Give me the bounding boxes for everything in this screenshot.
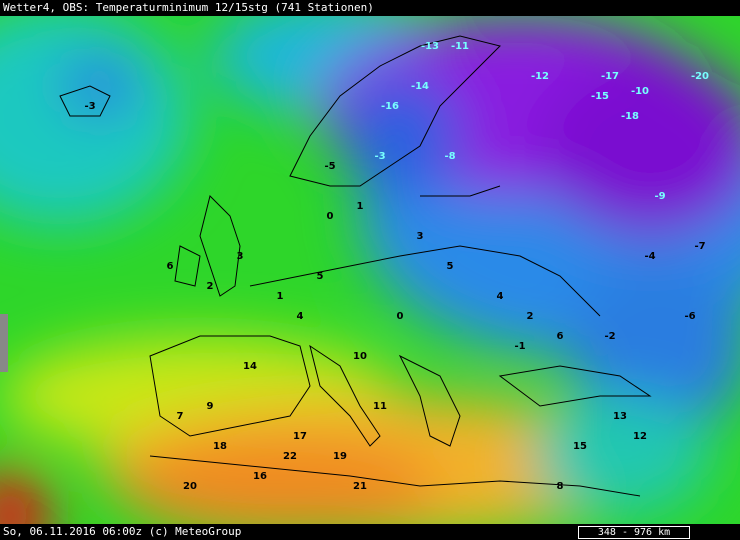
station-value: 18 <box>213 441 227 452</box>
station-value: -20 <box>691 71 709 82</box>
station-value: 0 <box>397 311 404 322</box>
station-value: 6 <box>557 331 564 342</box>
station-value: -18 <box>621 111 639 122</box>
station-value: 14 <box>243 361 257 372</box>
station-value: 21 <box>353 481 367 492</box>
station-value: 12 <box>633 431 647 442</box>
station-value: 5 <box>447 261 454 272</box>
side-handle <box>0 314 8 372</box>
station-value: 0 <box>327 211 334 222</box>
timestamp: So, 06.11.2016 06:00z (c) MeteoGroup <box>3 525 242 538</box>
station-value: 2 <box>207 281 214 292</box>
title: Wetter4, OBS: Temperaturminimum 12/15stg… <box>3 1 374 14</box>
station-value: -3 <box>374 151 385 162</box>
station-value: -10 <box>631 86 649 97</box>
station-value: -3 <box>84 101 95 112</box>
station-value: 17 <box>293 431 307 442</box>
station-value: -13 <box>421 41 439 52</box>
station-value: 19 <box>333 451 347 462</box>
station-value: 22 <box>283 451 297 462</box>
footer-bar: So, 06.11.2016 06:00z (c) MeteoGroup 348… <box>0 524 740 540</box>
station-value: 8 <box>557 481 564 492</box>
station-value: -16 <box>381 101 399 112</box>
station-value: -7 <box>694 241 705 252</box>
station-value: -12 <box>531 71 549 82</box>
station-value: -4 <box>644 251 655 262</box>
temperature-map: -13 -11-16-14-20-12-15 -10-17-18-8-5-30135… <box>0 16 740 524</box>
station-value: -17 <box>601 71 619 82</box>
station-value: 13 <box>613 411 627 422</box>
station-value: 15 <box>573 441 587 452</box>
scale-bar: 348 - 976 km <box>578 526 690 539</box>
station-value: -6 <box>684 311 695 322</box>
station-value: -11 <box>451 41 469 52</box>
station-value: -15 <box>591 91 609 102</box>
station-value: 2 <box>527 311 534 322</box>
station-value: 10 <box>353 351 367 362</box>
header-bar: Wetter4, OBS: Temperaturminimum 12/15stg… <box>0 0 740 16</box>
station-value: 6 <box>167 261 174 272</box>
station-value: 1 <box>357 201 364 212</box>
station-value: 4 <box>497 291 504 302</box>
station-value: -9 <box>654 191 665 202</box>
station-value: 4 <box>297 311 304 322</box>
coastlines <box>59 35 652 497</box>
station-value: 11 <box>373 401 387 412</box>
station-value: 5 <box>317 271 324 282</box>
station-value: -1 <box>514 341 525 352</box>
station-value: 9 <box>207 401 214 412</box>
station-value: 3 <box>417 231 424 242</box>
station-value: 16 <box>253 471 267 482</box>
color-field <box>0 16 740 524</box>
station-value: 7 <box>177 411 184 422</box>
station-value: -14 <box>411 81 429 92</box>
station-value: 1 <box>277 291 284 302</box>
station-value: 3 <box>237 251 244 262</box>
station-value: -2 <box>604 331 615 342</box>
station-value: -8 <box>444 151 455 162</box>
station-value: 20 <box>183 481 197 492</box>
station-value: -5 <box>324 161 335 172</box>
station-values: -13 -11-16-14-20-12-15 -10-17-18-8-5-30135… <box>84 41 709 492</box>
